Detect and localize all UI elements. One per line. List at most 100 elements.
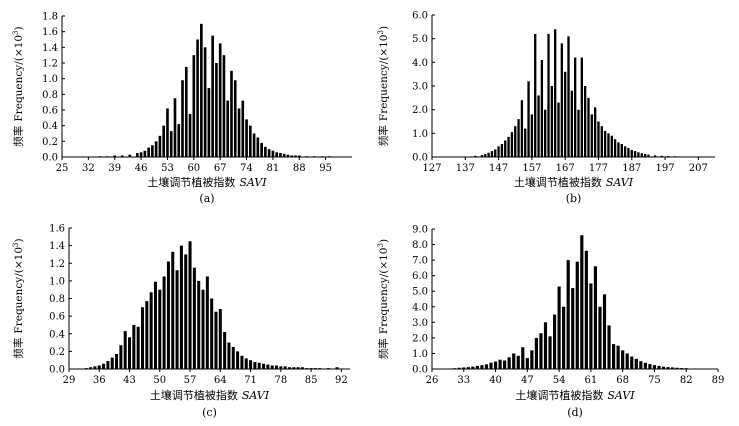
bar xyxy=(153,281,157,369)
bar xyxy=(520,100,524,157)
x-tick-label: 61 xyxy=(585,375,598,386)
bar xyxy=(466,367,470,369)
bar xyxy=(205,276,209,369)
bar xyxy=(203,47,207,157)
bar xyxy=(630,149,633,157)
bar xyxy=(653,155,657,157)
bar xyxy=(252,133,256,157)
bar xyxy=(262,363,266,369)
x-tick-label: 74 xyxy=(240,163,253,174)
bar xyxy=(113,155,117,157)
x-tick-label: 187 xyxy=(622,163,641,174)
bar xyxy=(207,88,211,157)
bar xyxy=(275,152,278,157)
y-tick-label: 6.0 xyxy=(412,11,428,22)
bar xyxy=(660,155,663,157)
x-axis-label: 土壤调节植被指数 SAVI xyxy=(515,388,635,402)
bar xyxy=(567,36,570,157)
bar xyxy=(537,95,540,157)
y-tick-label: 2.0 xyxy=(412,105,428,116)
panel-c: 0.0 0.2 0.4 0.6 0.8 1.0 1.2 1.4 1.6 29 36 43 50 57 64 7… xyxy=(12,224,350,419)
bar xyxy=(640,153,643,157)
x-tick-label: 40 xyxy=(489,375,502,386)
bar xyxy=(517,119,520,157)
bar xyxy=(637,152,640,157)
bar xyxy=(671,367,675,369)
x-tick-label: 88 xyxy=(293,163,306,174)
bar xyxy=(571,288,575,369)
y-tick-label: 0.6 xyxy=(49,312,65,323)
bar xyxy=(590,114,593,157)
bar xyxy=(270,365,274,369)
bar xyxy=(544,109,547,157)
bar xyxy=(554,29,557,158)
bar xyxy=(260,142,263,157)
bar xyxy=(218,43,222,157)
x-axis-label-cn: 土壤调节植被指数 xyxy=(147,175,235,189)
bar xyxy=(274,365,279,369)
x-tick-label: 64 xyxy=(214,375,227,386)
x-tick-label: 54 xyxy=(553,375,566,386)
bar xyxy=(589,283,593,369)
bar xyxy=(97,365,101,369)
bar xyxy=(173,98,177,157)
bar xyxy=(474,155,477,157)
bar xyxy=(507,357,511,369)
y-tick-label: 0.0 xyxy=(42,153,58,164)
y-axis-label-en: Frequency/(×10 xyxy=(13,247,25,334)
x-tick-label: 39 xyxy=(108,163,121,174)
bar xyxy=(197,280,201,370)
bar xyxy=(612,344,616,369)
y-tick-label: 1.0 xyxy=(49,276,65,287)
bar xyxy=(248,125,252,157)
bar xyxy=(560,43,564,157)
x-tick-label: 147 xyxy=(489,163,508,174)
y-tick-label: 1.4 xyxy=(49,241,65,252)
bar xyxy=(240,355,244,369)
x-tick-label: 81 xyxy=(267,163,280,174)
bar xyxy=(457,367,461,369)
bar xyxy=(214,311,218,369)
bar xyxy=(110,357,114,369)
bar xyxy=(283,366,287,369)
bar xyxy=(286,154,290,157)
y-axis-label-close: ) xyxy=(378,26,390,30)
bar xyxy=(547,33,550,157)
bar xyxy=(184,66,188,157)
bar xyxy=(231,346,235,369)
bar xyxy=(616,345,620,369)
y-axis-label-en: Frequency/(×10 xyxy=(13,35,25,122)
x-axis-label-var: SAVI xyxy=(606,176,634,189)
x-tick-label: 50 xyxy=(153,375,166,386)
bar xyxy=(675,367,679,369)
bar xyxy=(266,364,270,369)
bar xyxy=(171,251,175,369)
bar xyxy=(580,235,584,369)
bar xyxy=(218,309,222,369)
bar xyxy=(188,113,192,157)
x-tick-label: 29 xyxy=(63,375,76,386)
bar xyxy=(177,124,181,157)
bar xyxy=(158,135,162,157)
bar xyxy=(139,152,143,157)
y-tick-label: 3.0 xyxy=(412,318,428,329)
x-tick-label: 32 xyxy=(82,163,95,174)
bar xyxy=(149,292,153,369)
x-tick-label: 25 xyxy=(56,163,69,174)
bar xyxy=(169,131,173,157)
bar xyxy=(140,307,145,369)
bar xyxy=(530,350,534,369)
bar xyxy=(500,143,504,157)
y-tick-label: 0.4 xyxy=(49,329,65,340)
y-axis-label-cn: 频率 xyxy=(12,338,25,359)
y-tick-label: 1.8 xyxy=(42,12,58,23)
y-tick-label: 8.0 xyxy=(412,240,428,251)
bar xyxy=(552,314,557,369)
y-tick-label: 1.2 xyxy=(49,259,65,270)
bar xyxy=(210,298,214,369)
bar xyxy=(237,108,241,157)
bar xyxy=(648,364,652,369)
bar xyxy=(222,55,226,157)
y-tick-label: 1.6 xyxy=(42,27,58,38)
x-tick-label: 46 xyxy=(135,163,148,174)
